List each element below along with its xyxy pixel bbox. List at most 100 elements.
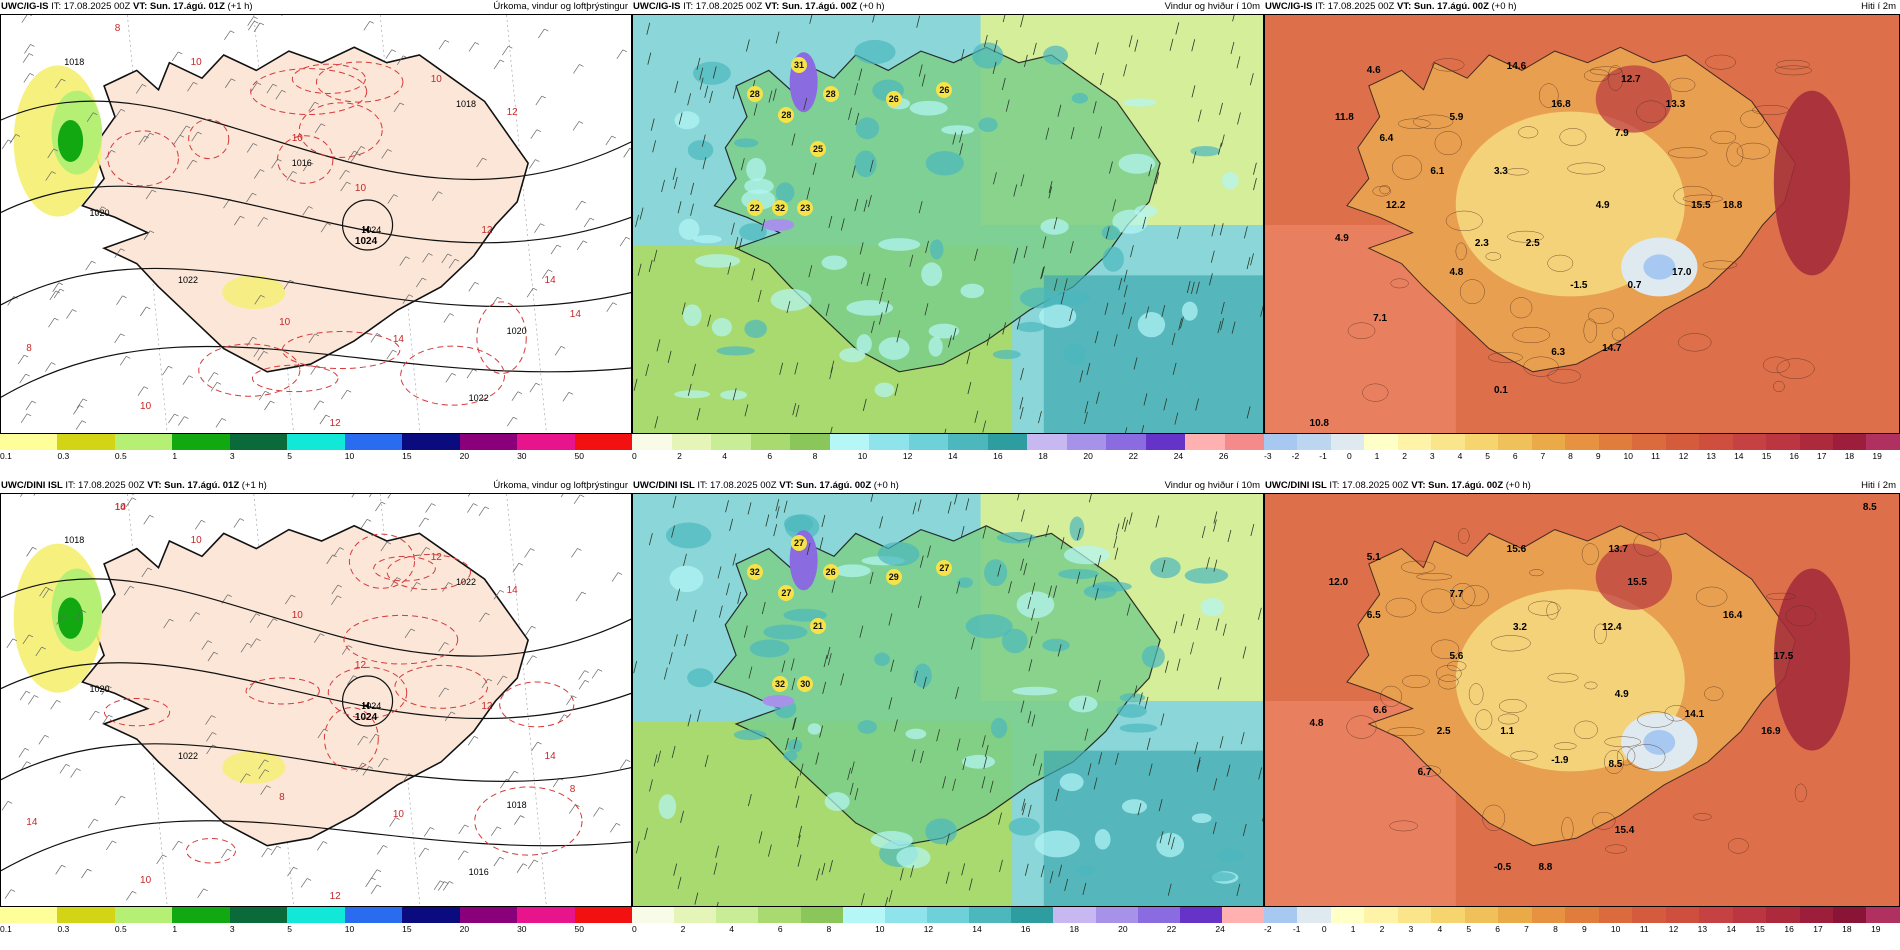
wind-arrow [1226,764,1231,777]
wind-barb [135,84,143,94]
wind-speed-patch [678,218,700,240]
wind-arrow [1032,753,1037,766]
wind-barb [385,49,393,59]
wind-barb [326,554,333,565]
colorbar-swatch [1832,907,1867,923]
wind-barb-flag [201,520,206,523]
temperature-value: 6.3 [1551,346,1566,358]
wind-barb [541,269,549,279]
warm-area [1773,568,1851,751]
wind-barb [529,382,537,393]
colorbar-swatch [1264,907,1298,923]
wind-arrow [681,302,686,315]
wind-arrow [790,658,795,671]
panel-header: UWC/IG-IS IT: 17.08.2025 00Z VT: Sun. 17… [632,0,1264,14]
colorbar-swatch [229,434,288,450]
colorbar-swatch [287,907,345,923]
temperature-value: 0.1 [1493,384,1508,396]
isotherm-label: 14 [544,275,556,287]
wind-barb-flag [473,503,478,506]
wind-barb [95,206,103,216]
wind-arrow [959,130,963,143]
colorbar-swatch [1364,907,1398,923]
colorbar-swatch [1799,907,1833,923]
wind-barb [467,494,471,497]
wind-barb [86,112,94,122]
wind-arrow [734,236,739,250]
wind-barb-flag [54,317,59,321]
wind-barb [538,28,545,39]
isobar [1,267,631,308]
wind-barb-flag [548,269,553,273]
colorbar-swatch [1330,907,1365,923]
wind-arrow [1048,180,1053,194]
isotherm-label: 8 [279,792,285,804]
wind-barb [507,770,515,781]
wind-barb-flag [253,143,258,146]
wind-barb-flag [188,375,194,379]
wind-barb [438,642,445,652]
wind-barb [210,382,218,392]
valid-time: Sun. 17.ágú. 00Z [1428,480,1504,491]
wind-arrow [825,303,830,316]
gust-label: 27 [778,585,795,602]
wind-speed-patch [1190,145,1221,157]
wind-barb-flag [579,494,585,498]
wind-barb-flag [178,840,183,844]
wind-barb [445,373,453,383]
gust-label: 32 [772,676,789,693]
colorbar-tick-label: 3 [1408,924,1414,934]
wind-arrow [673,176,678,190]
temperature-value: -1.9 [1551,754,1569,766]
wind-arrow [744,404,749,417]
wind-arrow [1057,644,1062,657]
isotherm [1702,260,1738,270]
colorbar-tick-label: 19 [1872,451,1882,461]
wind-barb [6,638,14,649]
wind-barb [21,15,28,23]
wind-speed-patch [1141,645,1165,668]
wind-arrow [791,677,796,691]
wind-arrow [851,165,856,178]
wind-barb-flag [61,78,66,82]
wind-arrow [866,273,871,286]
isobar-label: 1018 [456,99,477,109]
wind-speed-patch [824,792,850,811]
isotherm [1633,531,1662,557]
wind-arrow [1172,362,1177,375]
colorbar: 0 2 4 6 8 10 12 14 16 18 20 22 24 26 [632,434,1264,464]
wind-arrow [1155,172,1160,185]
wind-arrow [657,750,662,763]
wind-barb-flag [535,159,540,162]
wind-barb [25,400,33,411]
isobar [1,185,631,244]
wind-arrow [794,362,799,375]
wind-barb [4,889,12,899]
isotherm-label: 10 [140,401,152,413]
valid-label: VT: [765,1,780,12]
wind-arrow [783,500,788,513]
wind-arrow [1213,511,1218,524]
wind-barb-flag [239,518,245,521]
isobar-label: 1022 [177,750,198,761]
wind-arrow [792,717,797,730]
wind-arrow [1133,357,1138,370]
wind-barb [314,123,322,133]
panel-header: UWC/DINI ISL IT: 17.08.2025 00Z VT: Sun.… [1264,479,1900,493]
wind-speed-patch [834,564,871,578]
map-svg [633,15,1263,433]
wind-speed-patch [925,818,958,845]
wind-arrow [1122,302,1126,315]
wind-barb-flag [112,840,117,844]
wind-arrow [1191,85,1196,98]
wind-arrow [1231,321,1236,334]
wind-barb [102,714,109,725]
colorbar-tick-label: 2 [680,924,686,934]
wind-barb [114,333,121,344]
wind-barb [535,95,543,106]
wind-speed-patch [854,150,877,178]
wind-arrow [1148,164,1153,177]
wind-barb [606,302,614,312]
wind-barb [511,391,519,401]
wind-arrow [791,718,796,731]
